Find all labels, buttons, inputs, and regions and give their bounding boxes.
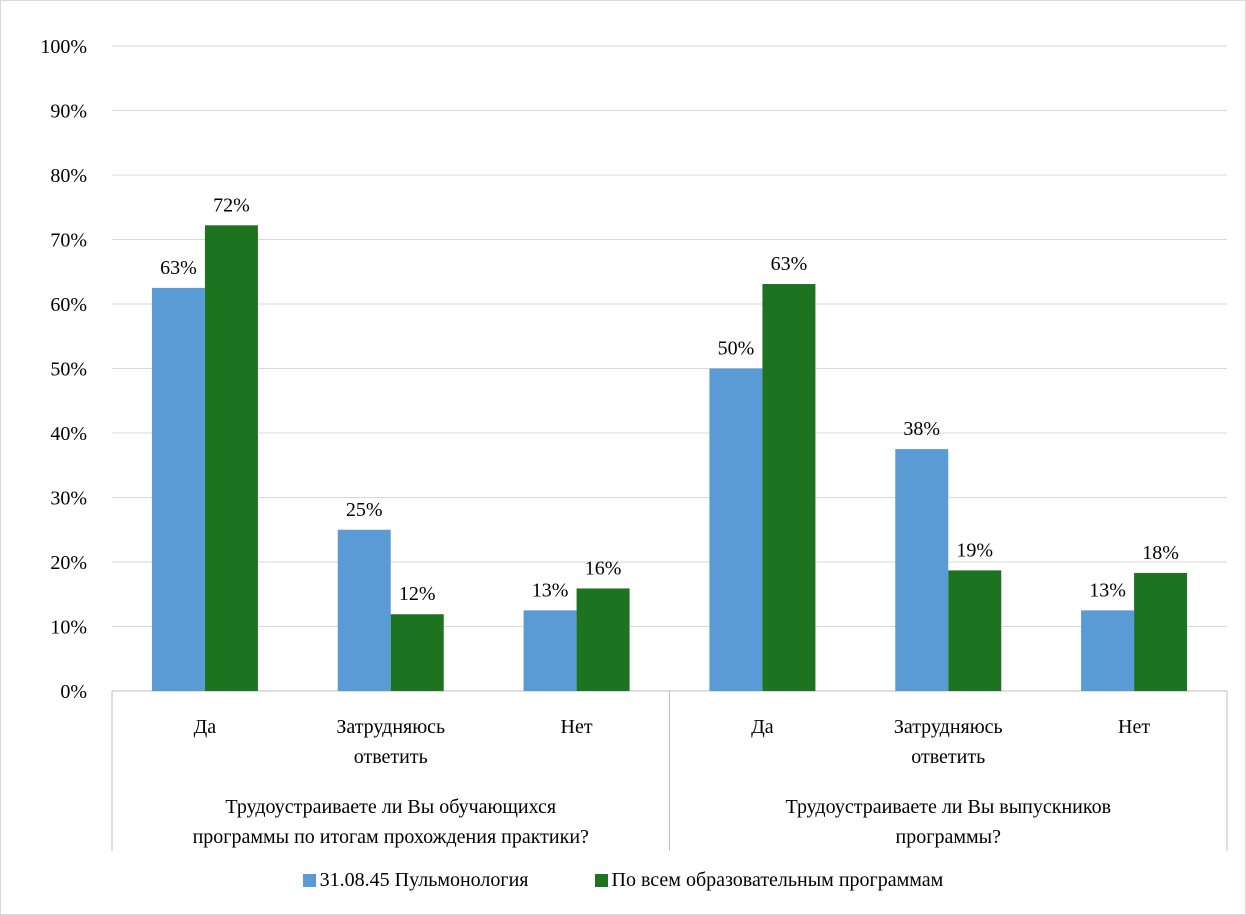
legend-label-series-1: 31.08.45 Пульмонология [319, 869, 529, 891]
y-tick-label: 90% [50, 101, 87, 123]
group-label: программы по итогам прохождения практики… [193, 826, 589, 848]
bar-series-1 [151, 287, 205, 691]
bar-series-2 [762, 284, 816, 691]
y-tick-label: 0% [60, 681, 87, 703]
bar-series-1 [523, 610, 577, 691]
bar-series-2 [390, 614, 444, 691]
category-label: ответить [911, 746, 985, 768]
y-tick-label: 70% [50, 230, 87, 252]
bar-series-1 [1081, 610, 1135, 691]
category-label: Нет [1118, 716, 1150, 738]
legend: 31.08.45 Пульмонология По всем образоват… [1, 869, 1245, 892]
data-label: 25% [346, 499, 383, 521]
bar-series-2 [576, 588, 630, 691]
bar-series-1 [895, 449, 949, 691]
category-label: Затрудняюсь [894, 716, 1003, 738]
y-tick-label: 40% [50, 423, 87, 445]
y-tick-label: 50% [50, 359, 87, 381]
bar-series-2 [1134, 572, 1188, 691]
y-tick-label: 100% [40, 36, 87, 58]
y-tick-label: 20% [50, 552, 87, 574]
bar-series-2 [204, 225, 258, 691]
data-label: 13% [1089, 579, 1126, 601]
category-label: ответить [354, 746, 428, 768]
data-label: 16% [585, 557, 622, 579]
legend-swatch-series-1 [302, 874, 316, 887]
bar-series-2 [948, 570, 1002, 691]
y-tick-label: 80% [50, 165, 87, 187]
legend-item-series-1: 31.08.45 Пульмонология [302, 869, 529, 892]
category-label: Да [194, 716, 217, 738]
y-tick-label: 30% [50, 488, 87, 510]
data-label: 63% [771, 253, 808, 275]
category-label: Да [751, 716, 774, 738]
y-tick-label: 60% [50, 294, 87, 316]
data-label: 63% [160, 257, 197, 279]
data-label: 12% [399, 583, 436, 605]
legend-item-series-2: По всем образовательным программам [594, 869, 944, 892]
legend-label-series-2: По всем образовательным программам [611, 869, 944, 891]
bar-series-1 [337, 529, 391, 691]
data-label: 19% [956, 539, 993, 561]
category-label: Нет [561, 716, 593, 738]
data-label: 38% [903, 418, 940, 440]
y-tick-label: 10% [50, 617, 87, 639]
group-label: Трудоустраиваете ли Вы выпускников [785, 796, 1111, 818]
legend-swatch-series-2 [594, 874, 608, 887]
category-label: Затрудняюсь [336, 716, 445, 738]
group-label: программы? [896, 826, 1002, 848]
data-label: 18% [1142, 542, 1179, 564]
data-label: 50% [718, 338, 755, 360]
group-label: Трудоустраиваете ли Вы обучающихся [225, 796, 556, 818]
data-label: 13% [532, 579, 569, 601]
bar-series-1 [709, 368, 763, 691]
data-label: 72% [213, 194, 250, 216]
